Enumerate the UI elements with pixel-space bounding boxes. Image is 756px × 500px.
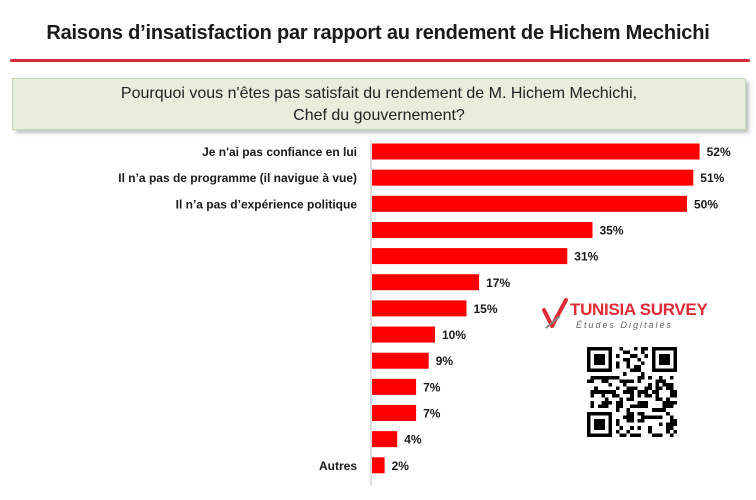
category-label-2: Il n’a pas d’expérience politique (176, 197, 358, 211)
bar-0 (372, 143, 700, 160)
value-label-9: 7% (423, 380, 441, 394)
value-label-7: 10% (442, 328, 466, 342)
bar-7 (372, 326, 435, 343)
bar-4 (372, 248, 568, 265)
value-label-8: 9% (436, 354, 454, 368)
tunisia-survey-logo: TUNISIA SURVEY Études Digitales (540, 298, 710, 334)
qr-code-icon (587, 347, 677, 437)
bar-10 (372, 405, 417, 421)
value-label-10: 7% (423, 407, 441, 421)
title-underline (10, 59, 750, 62)
bar-3 (372, 221, 593, 238)
value-label-1: 51% (700, 171, 724, 185)
value-label-6: 15% (474, 302, 498, 316)
value-label-3: 35% (600, 223, 624, 237)
category-label-1: Il n’a pas de programme (il navigue à vu… (118, 171, 357, 185)
logo-tagline: Études Digitales (576, 320, 674, 330)
bar-11 (372, 431, 398, 448)
chart-title: Raisons d’insatisfaction par rapport au … (46, 22, 710, 44)
question-box: Pourquoi vous n'êtes pas satisfait du re… (12, 78, 746, 130)
bar-12 (372, 457, 385, 474)
value-label-2: 50% (694, 197, 718, 211)
value-label-5: 17% (486, 276, 510, 290)
question-line-2: Chef du gouvernement? (293, 107, 465, 124)
bar-8 (372, 352, 429, 369)
bar-1 (372, 169, 694, 186)
value-label-11: 4% (404, 433, 422, 447)
category-label-12: Autres (319, 459, 357, 473)
bar-2 (372, 195, 687, 212)
check-mark-icon (542, 298, 568, 329)
value-label-0: 52% (707, 145, 731, 159)
bar-5 (372, 274, 480, 291)
question-line-1: Pourquoi vous n'êtes pas satisfait du re… (120, 85, 638, 102)
category-label-0: Je n'ai pas confiance en lui (202, 145, 357, 159)
value-label-12: 2% (392, 459, 410, 473)
bar-9 (372, 378, 417, 395)
value-label-4: 31% (574, 250, 598, 264)
logo-brand: TUNISIA SURVEY (570, 300, 708, 319)
bar-6 (372, 300, 467, 317)
